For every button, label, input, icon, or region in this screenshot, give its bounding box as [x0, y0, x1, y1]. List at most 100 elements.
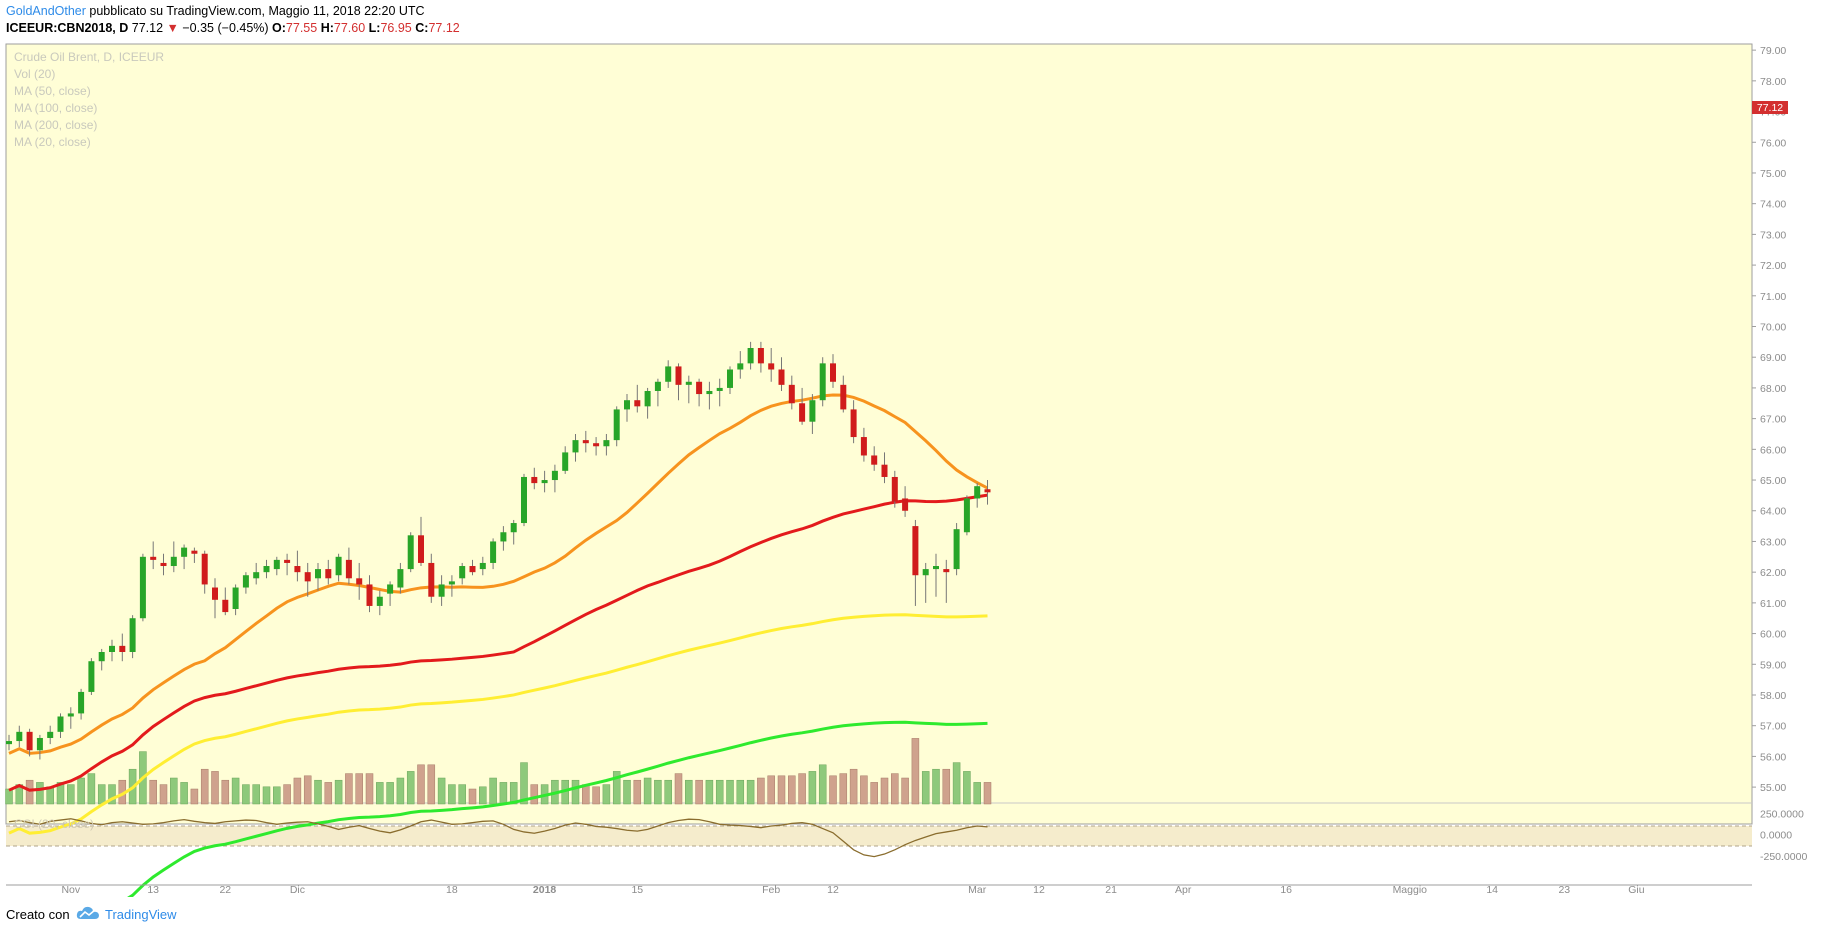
candle [613, 406, 620, 447]
time-tick-label: 14 [1486, 884, 1498, 896]
candle [88, 658, 95, 695]
candle [757, 341, 764, 373]
candle-body [78, 691, 85, 714]
candle-body [943, 569, 950, 573]
candle-body [335, 556, 342, 576]
candle [830, 354, 836, 388]
candle-body [119, 645, 126, 652]
candle [902, 486, 909, 517]
candle [304, 562, 311, 597]
time-axis[interactable]: Nov 13 22 Dic 18 2018 15 Feb 12 Mar 12 21 Apr 16 Maggi… [6, 884, 1752, 896]
time-tick-label: Apr [1175, 884, 1192, 896]
volume-bar [983, 782, 992, 805]
candle [974, 483, 981, 508]
candle [448, 575, 455, 597]
candle-body [273, 559, 280, 570]
candle-body [974, 486, 981, 499]
volume-bar [159, 784, 168, 805]
candle [531, 467, 538, 490]
candle-body [562, 452, 569, 471]
volume-bar [870, 782, 878, 805]
candle-body [871, 455, 878, 465]
candle-body [407, 535, 414, 570]
candle [510, 519, 517, 545]
candle [551, 464, 558, 493]
candle-body [181, 547, 188, 557]
candle-body [747, 348, 754, 364]
candle-body [922, 569, 929, 576]
candle [572, 433, 579, 462]
candle-body [222, 599, 229, 613]
time-tick-label: Giu [1628, 884, 1645, 896]
volume-bar [180, 782, 188, 805]
candle [891, 470, 898, 508]
volume-bar [808, 771, 817, 805]
candle-body [933, 566, 939, 570]
candle-body [253, 572, 260, 579]
candle-body [242, 575, 249, 588]
ohlc-line: ICEEUR:CBN2018, D 77.12 ▼ −0.35 (−0.45%)… [6, 21, 460, 35]
candle-body [613, 409, 620, 441]
price-tag-bg [1752, 101, 1788, 114]
candle-body [418, 535, 424, 563]
volume-bar [273, 786, 281, 805]
price-tick-label: 66.00 [1760, 444, 1786, 456]
candle [634, 384, 641, 413]
candle-body [902, 498, 909, 511]
candle-body [696, 381, 703, 395]
volume-bar [726, 779, 734, 805]
ma200-line [127, 720, 988, 897]
volume-bar [324, 782, 333, 805]
volume-bar [509, 782, 518, 805]
volume-bar [314, 779, 322, 805]
footer-brand-link[interactable]: TradingView [105, 907, 177, 922]
candle-body [850, 409, 857, 438]
candle [356, 562, 363, 600]
candle-body [438, 584, 445, 597]
volume-bar [860, 775, 868, 805]
price-tick-label: 70.00 [1760, 322, 1786, 334]
ma100-line [8, 613, 988, 835]
candle-body [654, 381, 661, 391]
candle [109, 639, 115, 662]
volume-bar [664, 779, 672, 805]
tradingview-cloud-icon[interactable] [76, 905, 100, 921]
price-tick-label: 67.00 [1760, 414, 1786, 426]
volume-bar [149, 779, 157, 805]
candle [963, 495, 970, 536]
volume-bar [685, 779, 693, 805]
volume-bar [252, 784, 260, 805]
price-tick-label: 69.00 [1760, 352, 1786, 364]
volume-bar [458, 784, 466, 805]
candle-body [757, 348, 764, 364]
volume-bar [437, 777, 446, 805]
candle [809, 394, 816, 434]
price-tick-label: 62.00 [1760, 567, 1786, 579]
candle [397, 562, 404, 594]
candle [181, 544, 188, 570]
volume-bar [499, 782, 508, 805]
price-axis[interactable]: 79.0078.0077.0076.0075.0074.0073.0072.00… [1752, 45, 1786, 794]
candle [273, 556, 280, 576]
candle [479, 556, 486, 576]
candle [644, 387, 651, 419]
volume-bar [602, 784, 611, 805]
candle-body [232, 587, 239, 610]
candle-body [397, 569, 404, 588]
candle [922, 562, 929, 603]
candle-body [129, 618, 136, 652]
volume-bar [767, 775, 775, 805]
candle-body [366, 584, 373, 606]
author-link[interactable]: GoldAndOther [6, 4, 86, 18]
candle-body [263, 566, 270, 573]
candle [335, 553, 342, 582]
candle-body [356, 578, 363, 585]
candle-body [860, 437, 867, 456]
candle [469, 559, 476, 576]
candle [788, 375, 795, 410]
volume-bar [654, 779, 662, 805]
price-chart[interactable]: 79.0078.0077.0076.0075.0074.0073.0072.00… [0, 38, 1823, 897]
candle-body [57, 716, 64, 732]
candle-body [294, 566, 301, 573]
candle [860, 427, 867, 462]
